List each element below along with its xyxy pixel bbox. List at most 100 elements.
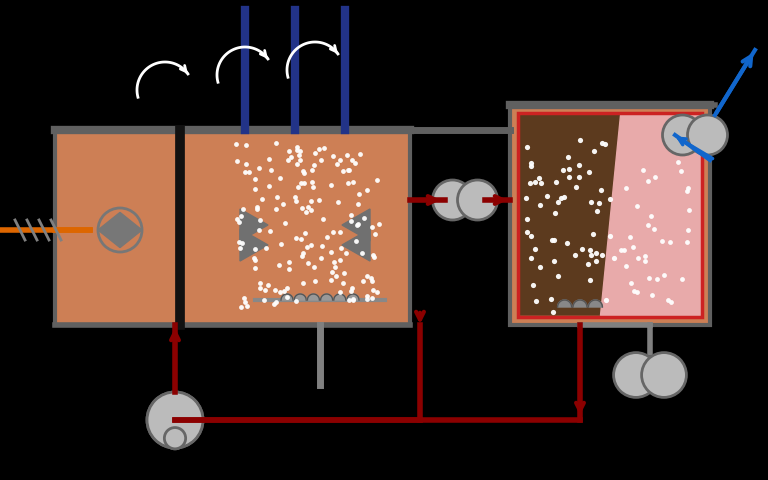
Point	[562, 154, 574, 161]
Point	[290, 143, 303, 151]
Point	[352, 200, 364, 207]
Polygon shape	[342, 209, 370, 241]
Point	[297, 167, 310, 175]
Point	[568, 251, 581, 259]
Polygon shape	[307, 294, 319, 300]
Point	[250, 205, 263, 213]
Point	[308, 263, 320, 271]
Point	[251, 203, 263, 211]
Point	[273, 261, 285, 269]
Point	[263, 155, 275, 163]
Point	[230, 215, 243, 222]
Point	[534, 263, 546, 270]
Point	[551, 199, 564, 206]
Point	[664, 299, 677, 306]
Point	[366, 224, 378, 231]
Polygon shape	[558, 300, 571, 307]
Point	[353, 191, 365, 198]
Point	[295, 235, 307, 242]
Point	[345, 287, 357, 295]
Point	[305, 197, 317, 204]
Circle shape	[458, 180, 498, 220]
Point	[235, 212, 247, 219]
Point	[369, 230, 382, 238]
Circle shape	[663, 115, 703, 155]
Point	[595, 186, 607, 193]
Point	[573, 161, 585, 169]
Point	[270, 139, 283, 146]
Point	[352, 220, 364, 228]
Point	[237, 294, 250, 301]
Point	[529, 298, 541, 305]
Point	[555, 194, 568, 202]
Point	[274, 174, 286, 182]
Point	[520, 194, 532, 202]
Point	[361, 272, 373, 279]
Point	[529, 245, 541, 252]
Point	[569, 183, 581, 191]
Point	[302, 203, 314, 211]
Point	[296, 280, 309, 288]
Point	[317, 144, 329, 152]
Point	[263, 182, 275, 190]
Point	[525, 159, 538, 167]
Point	[230, 157, 243, 165]
Point	[367, 252, 379, 259]
Point	[632, 254, 644, 262]
Point	[330, 273, 343, 280]
Point	[524, 179, 536, 187]
Point	[583, 168, 595, 176]
Point	[290, 234, 302, 242]
Point	[596, 251, 608, 259]
Point	[298, 169, 310, 177]
Point	[334, 228, 346, 236]
Point	[325, 248, 337, 256]
Point	[645, 212, 657, 220]
Circle shape	[164, 428, 186, 449]
Circle shape	[164, 428, 186, 449]
Polygon shape	[334, 294, 346, 300]
Point	[253, 226, 266, 234]
Point	[371, 176, 383, 184]
Point	[293, 147, 306, 155]
FancyBboxPatch shape	[510, 105, 710, 325]
Point	[300, 243, 313, 251]
Point	[296, 252, 309, 260]
Point	[550, 178, 562, 186]
Point	[271, 192, 283, 200]
Point	[294, 156, 306, 164]
Point	[648, 173, 660, 180]
Point	[306, 183, 319, 191]
Polygon shape	[281, 294, 293, 300]
Point	[239, 168, 251, 176]
Point	[316, 242, 329, 250]
Point	[590, 249, 602, 257]
Point	[346, 284, 358, 291]
Point	[356, 277, 369, 285]
Point	[333, 199, 345, 206]
Point	[361, 295, 373, 302]
Point	[588, 147, 601, 155]
Point	[366, 287, 379, 294]
Polygon shape	[240, 229, 268, 261]
Point	[346, 296, 359, 303]
Point	[561, 239, 573, 247]
Point	[627, 243, 639, 251]
Point	[582, 260, 594, 267]
Point	[321, 234, 333, 241]
Point	[661, 296, 674, 304]
Point	[240, 160, 252, 168]
Point	[361, 292, 373, 300]
Point	[615, 247, 627, 254]
Point	[290, 192, 302, 200]
Point	[337, 167, 349, 175]
Point	[607, 254, 620, 262]
Point	[276, 200, 289, 207]
Point	[281, 285, 293, 292]
Polygon shape	[347, 294, 359, 300]
Polygon shape	[573, 300, 587, 307]
Point	[351, 221, 363, 228]
Point	[280, 219, 292, 227]
Polygon shape	[240, 209, 268, 241]
Point	[368, 253, 380, 261]
